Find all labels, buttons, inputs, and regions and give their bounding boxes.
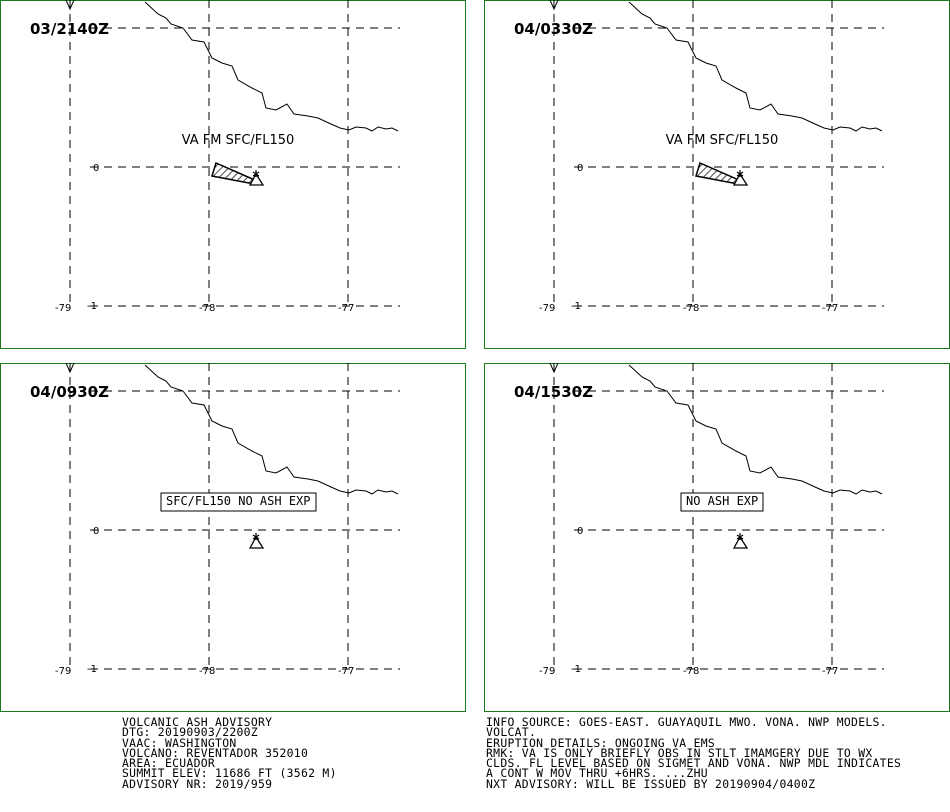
advisory-remarks-line: VOLCAT. — [486, 725, 537, 740]
lat-label: 0 — [577, 163, 583, 174]
advisory-header-line: DTG: 20190903/2200Z — [122, 725, 258, 740]
forecast-panel-4: 0 -1 -79 -78 -77 04/1530Z NO ASH EXP — [484, 363, 950, 712]
valid-time-label: 03/2140Z — [30, 20, 109, 38]
coastline — [144, 1, 399, 132]
lon-label: -78 — [199, 666, 215, 677]
panel-frame — [0, 363, 466, 712]
border-marker — [549, 363, 559, 374]
forecast-panel-1: 0 -1 -79 -78 -77 03/2140Z VA FM SFC/FL150 — [0, 0, 466, 349]
advisory-header-line: ADVISORY NR: 2019/959 — [122, 776, 273, 791]
volcano-icon — [732, 533, 749, 549]
lat-label: 0 — [93, 163, 99, 174]
forecast-label: NO ASH EXP — [686, 494, 758, 508]
lat-label: 0 — [577, 526, 583, 537]
lon-label: -77 — [822, 666, 838, 677]
no-ash-box: NO ASH EXP — [680, 492, 764, 512]
lon-label: -79 — [55, 666, 71, 677]
lat-label: -1 — [571, 664, 581, 675]
lat-label: -1 — [87, 301, 97, 312]
volcano-icon — [248, 533, 265, 549]
border-marker — [65, 363, 75, 374]
lon-label: -79 — [539, 666, 555, 677]
lon-label: -78 — [683, 666, 699, 677]
volcano-icon — [732, 170, 749, 186]
advisory-remarks-line: A CONT W MOV THRU +6HRS. ...ZHU — [486, 766, 708, 781]
lon-label: -77 — [822, 303, 838, 314]
advisory-header-line: VOLCANO: REVENTADOR 352010 — [122, 745, 309, 760]
lon-label: -77 — [338, 303, 354, 314]
forecast-label: SFC/FL150 NO ASH EXP — [166, 494, 311, 508]
forecast-panel-2: 0 -1 -79 -78 -77 04/0330Z VA FM SFC/FL150 — [484, 0, 950, 349]
lat-label: -1 — [571, 301, 581, 312]
advisory-header-block: VOLCANIC ASH ADVISORY DTG: 20190903/2200Z… — [122, 715, 337, 791]
advisory-header-line: AREA: ECUADOR — [122, 756, 216, 771]
advisory-remarks-line: INFO SOURCE: GOES-EAST. GUAYAQUIL MWO. V… — [486, 715, 887, 729]
lon-label: -77 — [338, 666, 354, 677]
border-marker — [65, 0, 75, 11]
no-ash-box: SFC/FL150 NO ASH EXP — [160, 492, 317, 512]
advisory-remarks-line: RMK: VA IS ONLY BRIEFLY OBS IN STLT IMAM… — [486, 745, 873, 760]
lon-label: -79 — [539, 303, 555, 314]
ash-cloud-polygon — [695, 161, 743, 185]
coastline — [144, 364, 399, 495]
forecast-label: VA FM SFC/FL150 — [182, 133, 295, 148]
ash-cloud-polygon — [211, 161, 259, 185]
forecast-panel-3: 0 -1 -79 -78 -77 04/0930Z SFC/FL150 NO ASH EXP — [0, 363, 466, 712]
advisory-header-line: VAAC: WASHINGTON — [122, 735, 237, 750]
valid-time-label: 04/0330Z — [514, 20, 593, 38]
valid-time-label: 04/0930Z — [30, 383, 109, 401]
lat-label: 0 — [93, 526, 99, 537]
label-box — [680, 492, 764, 512]
advisory-remarks-line: CLDS. FL LEVEL BASED ON SIGMET AND VONA.… — [486, 756, 902, 771]
lon-label: -78 — [683, 303, 699, 314]
label-box — [160, 492, 317, 512]
lon-label: -78 — [199, 303, 215, 314]
coastline — [628, 1, 883, 132]
valid-time-label: 04/1530Z — [514, 383, 593, 401]
lon-label: -79 — [55, 303, 71, 314]
coastline — [628, 364, 883, 495]
advisory-remarks-block: INFO SOURCE: GOES-EAST. GUAYAQUIL MWO. V… — [486, 715, 902, 791]
panel-frame — [0, 0, 466, 349]
border-marker — [549, 0, 559, 11]
volcano-icon — [248, 170, 265, 186]
forecast-label: VA FM SFC/FL150 — [666, 133, 779, 148]
advisory-header-line: VOLCANIC ASH ADVISORY — [122, 715, 273, 729]
advisory-remarks-line: NXT ADVISORY: WILL BE ISSUED BY 20190904… — [486, 776, 816, 791]
advisory-remarks-line: ERUPTION DETAILS: ONGOING VA EMS — [486, 735, 716, 750]
advisory-header-line: SUMMIT ELEV: 11686 FT (3562 M) — [122, 766, 337, 781]
lat-label: -1 — [87, 664, 97, 675]
